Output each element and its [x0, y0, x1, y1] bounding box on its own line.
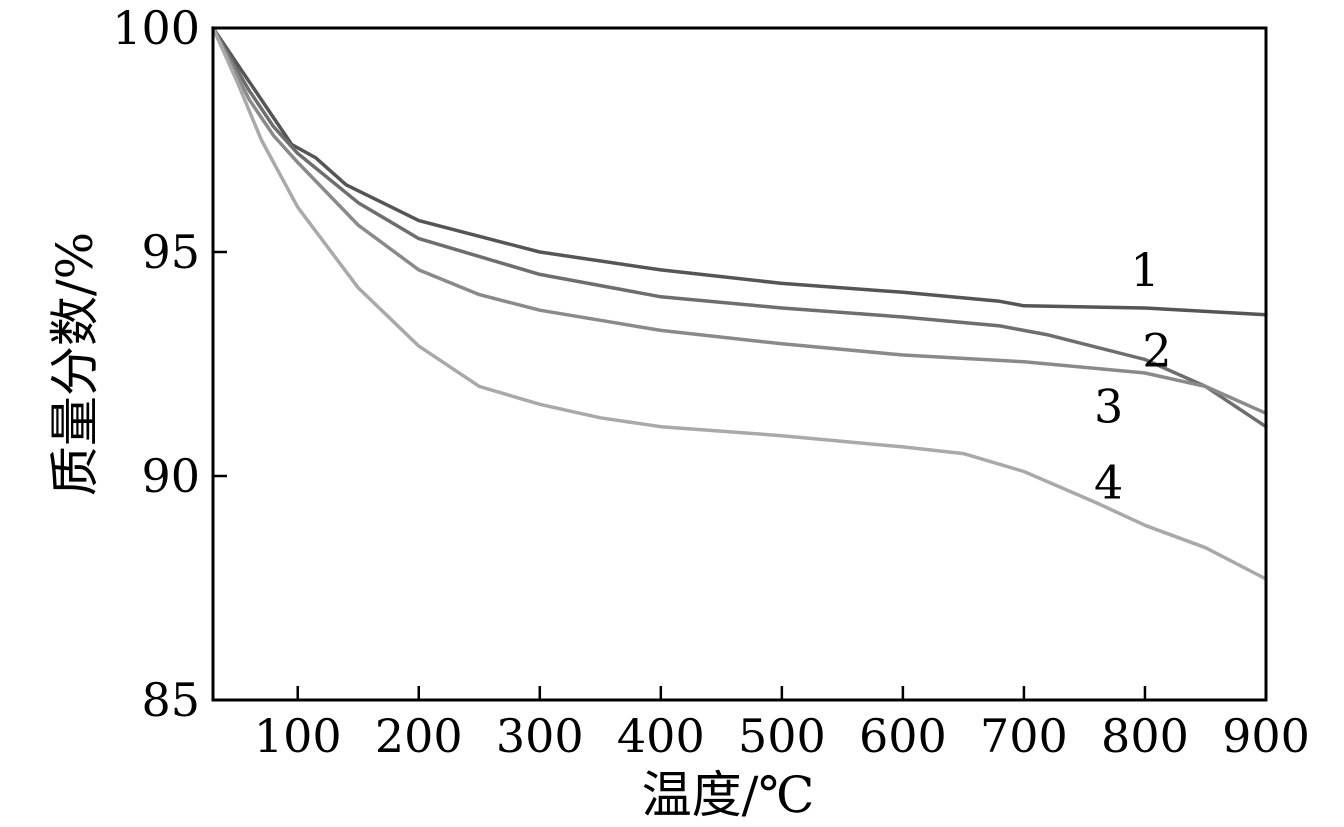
series-labels: 1 23 4	[1094, 243, 1172, 510]
x-tick-label: 900	[1222, 709, 1310, 763]
x-tick-label: 500	[738, 709, 826, 763]
series-label-2: 2	[1142, 324, 1171, 378]
x-axis-title: 温度/℃	[642, 766, 815, 824]
series-label-4: 4	[1094, 456, 1123, 510]
plot-frame	[211, 26, 1268, 702]
series-line-4	[211, 26, 1268, 581]
y-tick-label: 100	[112, 1, 200, 55]
x-tick-label: 800	[1101, 709, 1189, 763]
series-label-3: 3	[1094, 380, 1123, 434]
x-tick-label: 300	[496, 709, 584, 763]
series-line-1	[211, 26, 1268, 317]
y-axis-title: 质量分数/%	[46, 232, 104, 496]
y-tick-label: 90	[141, 449, 200, 503]
x-tick-label: 700	[980, 709, 1068, 763]
series-lines	[211, 26, 1268, 581]
x-tick-label: 600	[859, 709, 947, 763]
x-tick-label: 100	[254, 709, 342, 763]
axis-ticks: 100 200 300 400 500 600 700 800 900 85 90 95 100	[112, 1, 1310, 763]
series-line-2	[211, 26, 1268, 429]
series-line-3	[211, 26, 1268, 416]
series-label-1: 1	[1130, 243, 1159, 297]
x-tick-label: 200	[375, 709, 463, 763]
x-tick-label: 400	[617, 709, 705, 763]
y-tick-label: 85	[141, 673, 200, 727]
y-tick-label: 95	[141, 225, 200, 279]
